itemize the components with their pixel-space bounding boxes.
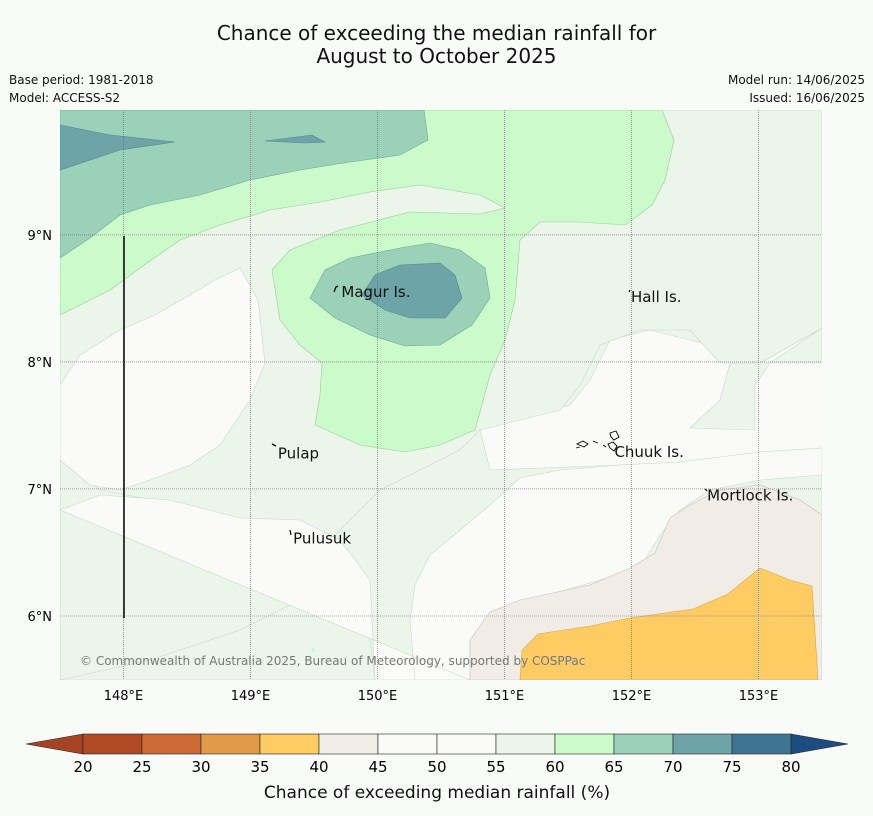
longitude-tick-label: 151°E	[485, 689, 525, 704]
graticule: 9°N 8°N 7°N 6°N 148°E 149°E 150°E 151°E 152°E 153…	[28, 110, 822, 704]
latitude-tick-label: 8°N	[28, 356, 53, 371]
colorbar-tick-label: 65	[604, 758, 623, 776]
region-70-75-centre	[361, 262, 463, 319]
longitude-tick-label: 149°E	[231, 689, 271, 704]
latitude-tick-label: 7°N	[28, 483, 53, 498]
colorbar-tick-label: 70	[663, 758, 682, 776]
chuuk-lagoon-shape	[575, 430, 620, 452]
colorbar-segment	[82, 733, 143, 755]
pulusuk-island-shape	[289, 529, 292, 536]
colorbar-segment	[259, 733, 320, 755]
region-60-65-dot	[311, 648, 315, 652]
colorbar-tick-label: 25	[132, 758, 151, 776]
meta-left: Base period: 1981-2018 Model: ACCESS-S2	[9, 71, 154, 107]
meta-right: Model run: 14/06/2025 Issued: 16/06/2025	[728, 71, 865, 107]
colorbar: 20 25 30 35 40 45 50 55 60 65 70 75 80	[25, 733, 849, 776]
copyright-text: © Commonwealth of Australia 2025, Bureau…	[80, 654, 585, 668]
colorbar-label: Chance of exceeding median rainfall (%)	[264, 783, 610, 803]
colorbar-tick-label: 30	[191, 758, 210, 776]
place-label: Mortlock Is.	[707, 486, 793, 504]
longitude-tick-label: 148°E	[104, 689, 144, 704]
longitude-tick-label: 152°E	[612, 689, 652, 704]
colorbar-tick-label: 20	[73, 758, 92, 776]
longitude-tick-label: 150°E	[358, 689, 398, 704]
place-label: Magur Is.	[341, 283, 410, 301]
colorbar-segment	[377, 733, 438, 755]
region-70-75-north-small	[264, 134, 327, 144]
colorbar-over-arrow	[790, 733, 849, 755]
base-period: Base period: 1981-2018	[9, 73, 154, 87]
region-45-55-west	[60, 267, 266, 491]
magur-island-shape	[333, 285, 339, 293]
map-labels: Magur Is. Hall Is. Pulap Chuuk Is. Mortlock …	[278, 283, 793, 547]
place-label: Pulusuk	[293, 530, 351, 548]
mortlock-island-shape	[704, 488, 708, 492]
model-run: Model run: 14/06/2025	[727, 73, 865, 87]
colorbar-segment	[495, 733, 556, 755]
longitude-tick-label: 153°E	[739, 689, 779, 704]
place-label: Hall Is.	[631, 288, 682, 306]
colorbar-segment	[554, 733, 615, 755]
colorbar-segment	[318, 733, 379, 755]
region-70-75-north	[60, 124, 176, 171]
model-name: Model: ACCESS-S2	[9, 91, 121, 105]
hall-island-shape	[628, 289, 631, 293]
islands	[271, 285, 708, 536]
colorbar-tick-label: 75	[722, 758, 741, 776]
colorbar-tick-label: 40	[309, 758, 328, 776]
colorbar-tick-label: 50	[427, 758, 446, 776]
colorbar-segment	[141, 733, 202, 755]
colorbar-segment	[613, 733, 674, 755]
title-line-2: August to October 2025	[316, 44, 557, 68]
region-35-40	[519, 567, 819, 680]
map-fill-layers	[60, 110, 822, 680]
latitude-tick-label: 9°N	[28, 229, 53, 244]
latitude-tick-label: 6°N	[28, 610, 53, 625]
colorbar-under-arrow	[25, 733, 84, 755]
colorbar-segment	[672, 733, 733, 755]
place-label: Pulap	[278, 444, 319, 462]
colorbar-segment	[436, 733, 497, 755]
colorbar-tick-label: 35	[250, 758, 269, 776]
title-line-1: Chance of exceeding the median rainfall …	[216, 21, 657, 45]
issued-date: Issued: 16/06/2025	[749, 91, 865, 105]
region-65-70-north	[60, 110, 429, 259]
colorbar-tick-label: 45	[368, 758, 387, 776]
colorbar-tick-label: 60	[545, 758, 564, 776]
colorbar-segment	[200, 733, 261, 755]
pulap-island-shape	[271, 443, 277, 447]
map-title: Chance of exceeding the median rainfall …	[0, 22, 873, 68]
colorbar-segment	[731, 733, 792, 755]
colorbar-tick-label: 80	[781, 758, 800, 776]
place-label: Chuuk Is.	[614, 443, 683, 461]
colorbar-tick-label: 55	[486, 758, 505, 776]
